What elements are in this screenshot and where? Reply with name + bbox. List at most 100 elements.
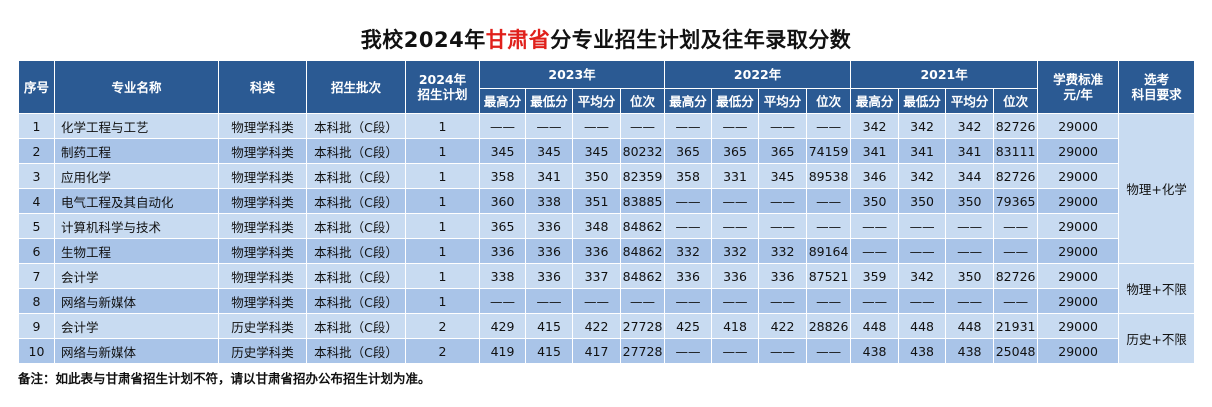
cell: 物理学科类 xyxy=(218,263,307,289)
header-metric: 位次 xyxy=(619,88,666,114)
cell: 338 xyxy=(479,263,526,289)
subject-cell: 物理+化学 xyxy=(1118,113,1196,264)
cell: —— xyxy=(898,238,947,264)
cell: 342 xyxy=(945,113,995,139)
cell: 本科批（C段） xyxy=(306,263,406,289)
cell: —— xyxy=(711,188,760,214)
cell: 336 xyxy=(572,238,621,264)
cell: 342 xyxy=(898,163,947,189)
cell: 10 xyxy=(18,338,55,364)
cell: 物理学科类 xyxy=(218,288,307,314)
header-metric: 平均分 xyxy=(572,88,621,114)
table-row: 7 会计学 物理学科类 本科批（C段） 1 338 336 337 84862 336 336 336… xyxy=(18,263,1196,314)
major-cell: 生物工程 xyxy=(54,238,219,264)
cell: 84862 xyxy=(619,238,666,264)
cell: —— xyxy=(945,238,995,264)
cell: 1 xyxy=(405,113,480,139)
cell: 422 xyxy=(758,313,808,339)
cell: 332 xyxy=(711,238,760,264)
subject-cell: 历史+不限 xyxy=(1118,313,1196,364)
cell: 89164 xyxy=(806,238,852,264)
cell: 415 xyxy=(525,338,573,364)
major-cell: 电气工程及其自动化 xyxy=(54,188,219,214)
cell: —— xyxy=(993,288,1039,314)
cell: 9 xyxy=(18,313,55,339)
cell: —— xyxy=(664,213,713,239)
cell: —— xyxy=(479,288,526,314)
cell: 本科批（C段） xyxy=(306,213,406,239)
header-metric: 平均分 xyxy=(945,88,995,114)
major-cell: 制药工程 xyxy=(54,138,219,164)
major-cell: 会计学 xyxy=(54,263,219,289)
header-metric: 最低分 xyxy=(525,88,573,114)
cell: 2 xyxy=(405,313,480,339)
cell: —— xyxy=(993,213,1039,239)
header-index: 序号 xyxy=(18,60,55,114)
cell: —— xyxy=(572,113,621,139)
table-row: 5 计算机科学与技术 物理学科类 本科批（C段） 1 365 336 348 84862 —— ——… xyxy=(18,213,1195,239)
cell: 历史学科类 xyxy=(218,338,307,364)
cell: —— xyxy=(806,113,852,139)
cell: 1 xyxy=(405,263,480,289)
cell: 341 xyxy=(525,163,573,189)
header-row: 最高分 最低分 平均分 位次 最高分 最低分 平均分 位次 最高分 最低分 平均分 位次 xyxy=(19,88,1195,114)
cell: 448 xyxy=(898,313,947,339)
cell: 29000 xyxy=(1037,263,1120,289)
cell: 341 xyxy=(850,138,900,164)
cell: 342 xyxy=(898,113,947,139)
cell: 365 xyxy=(711,138,760,164)
cell: 425 xyxy=(664,313,713,339)
cell: 418 xyxy=(711,313,760,339)
cell: 422 xyxy=(572,313,621,339)
cell: —— xyxy=(711,338,760,364)
cell: 84862 xyxy=(619,263,666,289)
header-plan-line: 2024年 xyxy=(418,72,467,87)
cell: 8 xyxy=(18,288,55,314)
cell: 本科批（C段） xyxy=(306,188,406,214)
admission-table: 序号 专业名称 科类 招生批次 2024年 招生计划 2023年 2022年 2021年 学费标准… xyxy=(18,60,1196,364)
cell: 29000 xyxy=(1037,138,1120,164)
header-major: 专业名称 xyxy=(54,60,219,114)
cell: 79365 xyxy=(993,188,1039,214)
cell: 351 xyxy=(572,188,621,214)
cell: 82726 xyxy=(993,263,1039,289)
cell: 本科批（C段） xyxy=(306,288,406,314)
cell: 历史学科类 xyxy=(218,313,307,339)
cell: 6 xyxy=(18,238,55,264)
cell: 448 xyxy=(850,313,900,339)
cell: —— xyxy=(664,113,713,139)
cell: 82726 xyxy=(993,113,1039,139)
major-cell: 网络与新媒体 xyxy=(54,338,219,364)
header-metric: 最低分 xyxy=(711,88,760,114)
cell: 物理学科类 xyxy=(218,138,307,164)
cell: 1 xyxy=(405,288,480,314)
cell: 1 xyxy=(405,163,480,189)
cell: —— xyxy=(806,188,852,214)
header-metric: 最高分 xyxy=(850,88,900,114)
table-row: 4 电气工程及其自动化 物理学科类 本科批（C段） 1 360 338 351 83885 —— —… xyxy=(18,188,1195,214)
header-tuition: 学费标准 元/年 xyxy=(1037,60,1120,114)
header-subjects-line: 科目要求 xyxy=(1131,87,1182,102)
cell: 29000 xyxy=(1037,338,1120,364)
title: 我校2024年甘肃省分专业招生计划及往年录取分数 xyxy=(0,24,1212,54)
cell: 350 xyxy=(945,263,995,289)
cell: 365 xyxy=(758,138,808,164)
header-tuition-line: 元/年 xyxy=(1063,87,1093,102)
cell: 29000 xyxy=(1037,288,1120,314)
cell: —— xyxy=(572,288,621,314)
cell: 415 xyxy=(525,313,573,339)
cell: 438 xyxy=(898,338,947,364)
cell: 448 xyxy=(945,313,995,339)
cell: —— xyxy=(711,213,760,239)
header-metric: 最高分 xyxy=(664,88,713,114)
cell: 350 xyxy=(945,188,995,214)
cell: —— xyxy=(758,113,808,139)
cell: 本科批（C段） xyxy=(306,338,406,364)
cell: 358 xyxy=(664,163,713,189)
cell: —— xyxy=(711,113,760,139)
header-year: 2022年 xyxy=(664,60,852,89)
cell: 1 xyxy=(18,113,55,139)
cell: —— xyxy=(758,288,808,314)
cell: 350 xyxy=(850,188,900,214)
cell: 21931 xyxy=(993,313,1039,339)
